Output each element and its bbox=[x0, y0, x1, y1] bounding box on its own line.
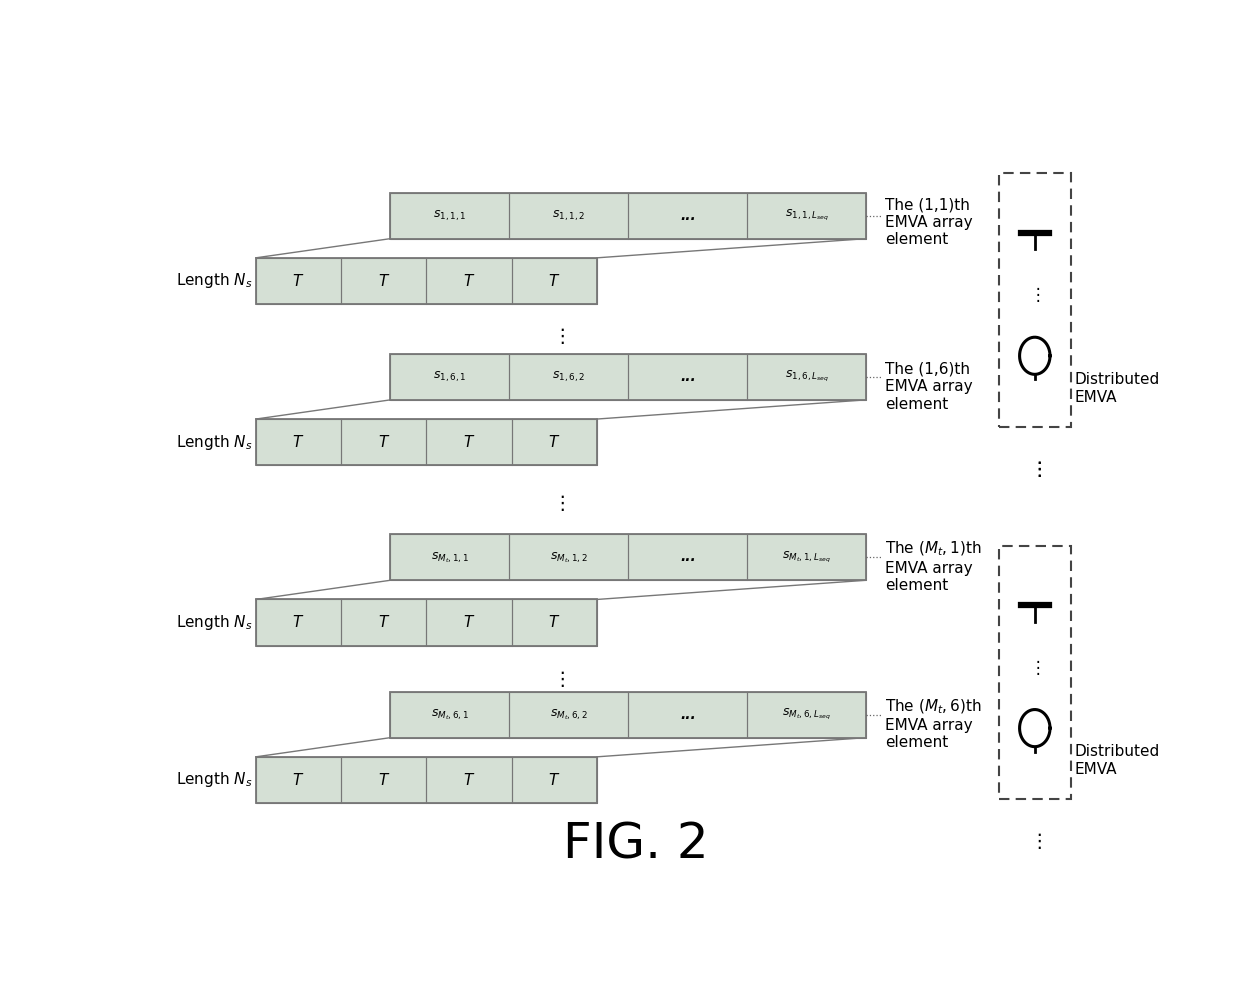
Text: Length $N_s$: Length $N_s$ bbox=[176, 433, 253, 452]
Bar bbox=[629, 192, 748, 238]
Text: ...: ... bbox=[680, 708, 696, 722]
Bar bbox=[341, 258, 427, 304]
Bar bbox=[391, 192, 866, 238]
Text: $T$: $T$ bbox=[548, 772, 560, 788]
Text: The (1,6)th
EMVA array
element: The (1,6)th EMVA array element bbox=[885, 362, 973, 412]
Bar bbox=[512, 757, 596, 803]
Bar bbox=[748, 354, 866, 400]
Text: ...: ... bbox=[680, 208, 696, 222]
Text: $s_{M_t,1,1}$: $s_{M_t,1,1}$ bbox=[432, 550, 469, 564]
Bar bbox=[512, 419, 596, 465]
Text: The (1,1)th
EMVA array
element: The (1,1)th EMVA array element bbox=[885, 197, 973, 247]
Bar bbox=[510, 192, 629, 238]
Text: ...: ... bbox=[680, 370, 696, 384]
Bar bbox=[391, 692, 510, 738]
Text: $s_{M_t,6,2}$: $s_{M_t,6,2}$ bbox=[549, 707, 588, 722]
Bar bbox=[629, 534, 748, 580]
Bar bbox=[255, 757, 341, 803]
Bar bbox=[341, 599, 427, 645]
Bar bbox=[391, 192, 510, 238]
Text: $T$: $T$ bbox=[548, 434, 560, 450]
Text: $T$: $T$ bbox=[378, 772, 391, 788]
Text: Length $N_s$: Length $N_s$ bbox=[176, 771, 253, 790]
Text: $\vdots$: $\vdots$ bbox=[552, 669, 565, 689]
Bar bbox=[629, 354, 748, 400]
Bar bbox=[341, 757, 427, 803]
Text: $s_{1,1,L_{seq}}$: $s_{1,1,L_{seq}}$ bbox=[785, 208, 828, 223]
Bar bbox=[998, 545, 1071, 799]
Text: $s_{1,1,2}$: $s_{1,1,2}$ bbox=[552, 208, 585, 222]
Bar bbox=[255, 419, 596, 465]
Text: $\vdots$: $\vdots$ bbox=[1029, 459, 1042, 479]
Text: $\vdots$: $\vdots$ bbox=[1029, 658, 1040, 677]
Bar bbox=[510, 354, 629, 400]
Text: Length $N_s$: Length $N_s$ bbox=[176, 271, 253, 290]
Text: $\vdots$: $\vdots$ bbox=[1029, 285, 1040, 304]
Text: $s_{M_t,6,1}$: $s_{M_t,6,1}$ bbox=[432, 707, 469, 722]
Text: The $(M_t,1)$th
EMVA array
element: The $(M_t,1)$th EMVA array element bbox=[885, 539, 982, 593]
Text: Distributed
EMVA: Distributed EMVA bbox=[1075, 372, 1159, 405]
Bar bbox=[427, 599, 512, 645]
Bar bbox=[510, 692, 629, 738]
Text: $s_{M_t,6,L_{seq}}$: $s_{M_t,6,L_{seq}}$ bbox=[782, 707, 831, 722]
Text: $T$: $T$ bbox=[463, 614, 475, 630]
Text: Distributed
EMVA: Distributed EMVA bbox=[1075, 745, 1159, 777]
Text: $\vdots$: $\vdots$ bbox=[552, 494, 565, 513]
Bar bbox=[255, 599, 596, 645]
Bar bbox=[512, 599, 596, 645]
Bar bbox=[255, 419, 341, 465]
Bar bbox=[255, 757, 596, 803]
Text: $T$: $T$ bbox=[378, 273, 391, 289]
Text: FIG. 2: FIG. 2 bbox=[563, 821, 708, 868]
Bar bbox=[748, 192, 866, 238]
Bar bbox=[391, 354, 866, 400]
Text: $T$: $T$ bbox=[293, 434, 305, 450]
Text: $s_{1,6,1}$: $s_{1,6,1}$ bbox=[433, 370, 466, 384]
Text: $s_{1,6,2}$: $s_{1,6,2}$ bbox=[552, 370, 585, 384]
Text: $T$: $T$ bbox=[378, 434, 391, 450]
Bar bbox=[427, 419, 512, 465]
Text: $s_{1,6,L_{seq}}$: $s_{1,6,L_{seq}}$ bbox=[785, 369, 828, 385]
Bar bbox=[748, 534, 866, 580]
Text: $s_{M_t,1,2}$: $s_{M_t,1,2}$ bbox=[549, 550, 588, 564]
Text: $T$: $T$ bbox=[548, 614, 560, 630]
Bar bbox=[255, 258, 596, 304]
Text: $T$: $T$ bbox=[463, 772, 475, 788]
Bar bbox=[629, 692, 748, 738]
Bar bbox=[391, 692, 866, 738]
Bar bbox=[510, 534, 629, 580]
Bar bbox=[998, 173, 1071, 427]
Bar bbox=[427, 757, 512, 803]
Text: $T$: $T$ bbox=[548, 273, 560, 289]
Bar bbox=[341, 419, 427, 465]
Text: $T$: $T$ bbox=[293, 273, 305, 289]
Bar bbox=[427, 258, 512, 304]
Text: $T$: $T$ bbox=[463, 434, 475, 450]
Text: $T$: $T$ bbox=[293, 772, 305, 788]
Text: $T$: $T$ bbox=[463, 273, 475, 289]
Text: Length $N_s$: Length $N_s$ bbox=[176, 613, 253, 632]
Text: ...: ... bbox=[680, 550, 696, 564]
Text: $s_{M_t,1,L_{seq}}$: $s_{M_t,1,L_{seq}}$ bbox=[782, 549, 831, 564]
Bar bbox=[748, 692, 866, 738]
Text: $T$: $T$ bbox=[378, 614, 391, 630]
Bar bbox=[255, 599, 341, 645]
Text: $s_{1,1,1}$: $s_{1,1,1}$ bbox=[433, 208, 466, 222]
Text: The $(M_t,6)$th
EMVA array
element: The $(M_t,6)$th EMVA array element bbox=[885, 697, 982, 751]
Bar bbox=[391, 354, 510, 400]
Bar bbox=[255, 258, 341, 304]
Text: $\vdots$: $\vdots$ bbox=[1029, 459, 1042, 479]
Text: $T$: $T$ bbox=[293, 614, 305, 630]
Bar bbox=[512, 258, 596, 304]
Text: $\vdots$: $\vdots$ bbox=[1029, 831, 1042, 851]
Bar bbox=[391, 534, 510, 580]
Text: $\vdots$: $\vdots$ bbox=[552, 326, 565, 346]
Bar bbox=[391, 534, 866, 580]
